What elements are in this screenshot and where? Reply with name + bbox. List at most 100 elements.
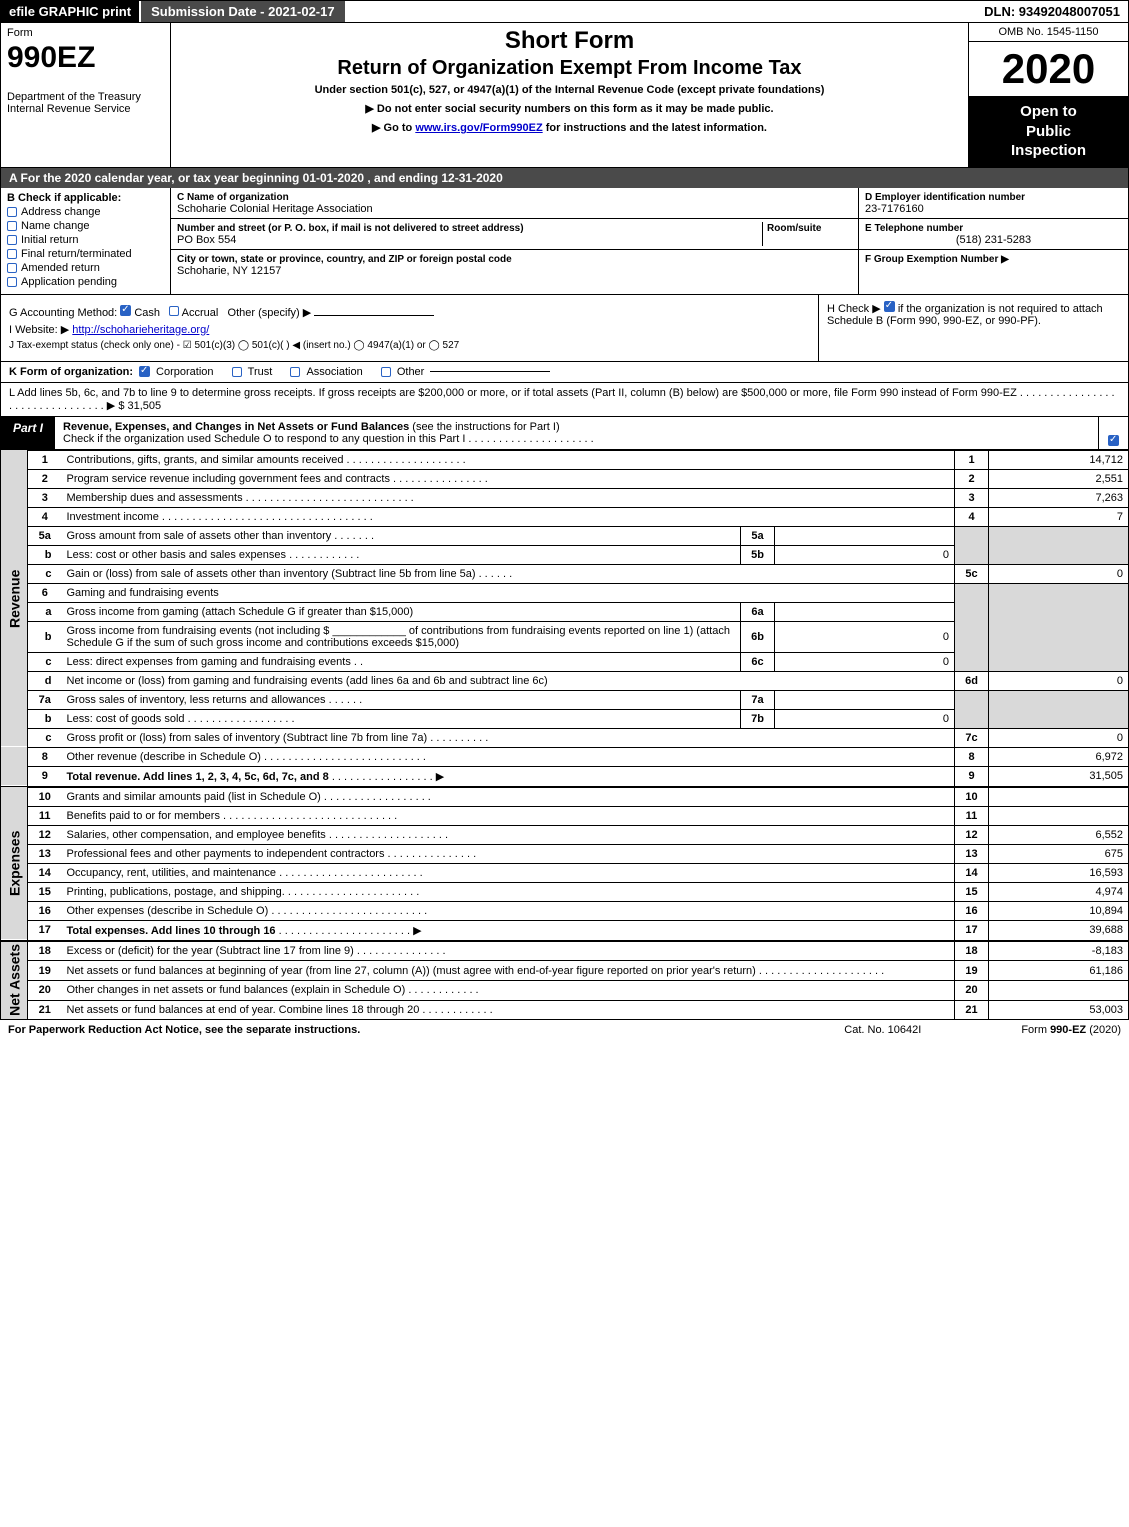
footer: For Paperwork Reduction Act Notice, see …: [0, 1020, 1129, 1040]
open-line1: Open to: [1020, 103, 1077, 120]
line-7ab-rval-shade: [989, 690, 1129, 728]
line-4-num: 4: [28, 507, 62, 526]
line-3-value: 7,263: [989, 488, 1129, 507]
revenue-table: Revenue 1 Contributions, gifts, grants, …: [0, 450, 1129, 787]
line-7a-num: 7a: [28, 690, 62, 709]
main-title: Return of Organization Exempt From Incom…: [179, 57, 960, 80]
efile-print-label[interactable]: efile GRAPHIC print: [1, 1, 139, 22]
line-13-value: 675: [989, 844, 1129, 863]
part-i-checkbox[interactable]: [1098, 417, 1128, 449]
goto-post: for instructions and the latest informat…: [543, 122, 767, 134]
line-3-desc: Membership dues and assessments: [67, 492, 243, 504]
checkbox-icon: [169, 306, 179, 316]
checkbox-checked-icon: [1108, 435, 1119, 446]
other-label: Other (specify) ▶: [228, 307, 312, 319]
line-k: K Form of organization: Corporation Trus…: [0, 362, 1129, 383]
line-7c-num: c: [28, 728, 62, 747]
line-6b-num: b: [28, 621, 62, 652]
line-16-rnum: 16: [955, 901, 989, 920]
goto-note: ▶ Go to www.irs.gov/Form990EZ for instru…: [179, 121, 960, 134]
line-9-num: 9: [28, 766, 62, 786]
line-15-num: 15: [28, 882, 62, 901]
tax-year: 2020: [969, 42, 1128, 96]
line-5c-desc: Gain or (loss) from sale of assets other…: [67, 568, 476, 580]
line-18-num: 18: [28, 941, 62, 961]
line-7a-sn: 7a: [741, 690, 775, 709]
line-13-num: 13: [28, 844, 62, 863]
line-18-desc: Excess or (deficit) for the year (Subtra…: [67, 945, 354, 957]
line-2-num: 2: [28, 469, 62, 488]
form-number: 990EZ: [7, 43, 164, 73]
line-6c-desc: Less: direct expenses from gaming and fu…: [67, 656, 351, 668]
other-org-field: [430, 371, 550, 372]
line-5a-desc: Gross amount from sale of assets other t…: [67, 530, 332, 542]
line-8-num: 8: [28, 747, 62, 766]
line-10-num: 10: [28, 787, 62, 806]
line-18-rnum: 18: [955, 941, 989, 961]
line-5a-sv: [775, 526, 955, 545]
checkbox-icon: [7, 221, 17, 231]
part-i-sub: (see the instructions for Part I): [412, 421, 559, 433]
info-block: B Check if applicable: Address change Na…: [0, 188, 1129, 295]
gh-left: G Accounting Method: Cash Accrual Other …: [1, 295, 818, 361]
line-6b-desc: Gross income from fundraising events (no…: [62, 621, 741, 652]
line-6-desc: Gaming and fundraising events: [62, 583, 955, 602]
line-6c-sn: 6c: [741, 652, 775, 671]
line-h-pre: H Check ▶: [827, 303, 881, 315]
line-8-rnum: 8: [955, 747, 989, 766]
part-i-text: Revenue, Expenses, and Changes in Net As…: [55, 417, 1098, 449]
line-20-num: 20: [28, 980, 62, 1000]
line-1-rnum: 1: [955, 450, 989, 469]
chk-address-change[interactable]: Address change: [7, 206, 164, 218]
phone-label: E Telephone number: [865, 223, 963, 234]
line-11-rnum: 11: [955, 806, 989, 825]
website-link[interactable]: http://schoharieheritage.org/: [72, 324, 209, 336]
footer-mid: Cat. No. 10642I: [844, 1024, 921, 1036]
box-c: C Name of organization Schoharie Colonia…: [171, 188, 858, 294]
line-2-value: 2,551: [989, 469, 1129, 488]
line-6-rval-shade: [989, 583, 1129, 671]
line-1-desc: Contributions, gifts, grants, and simila…: [67, 454, 344, 466]
submission-date: Submission Date - 2021-02-17: [139, 1, 347, 22]
phone-value: (518) 231-5283: [865, 234, 1122, 246]
line-7c-value: 0: [989, 728, 1129, 747]
tax-year-bar: A For the 2020 calendar year, or tax yea…: [0, 168, 1129, 188]
footer-right: Form 990-EZ (2020): [1021, 1024, 1121, 1036]
box-b: B Check if applicable: Address change Na…: [1, 188, 171, 294]
line-2-desc: Program service revenue including govern…: [67, 473, 390, 485]
chk-amended-return[interactable]: Amended return: [7, 262, 164, 274]
gh-block: G Accounting Method: Cash Accrual Other …: [0, 295, 1129, 362]
chk-application-pending[interactable]: Application pending: [7, 276, 164, 288]
room-label: Room/suite: [767, 223, 821, 234]
line-g: G Accounting Method: Cash Accrual Other …: [9, 305, 810, 319]
irs-link[interactable]: www.irs.gov/Form990EZ: [415, 122, 542, 134]
line-12-desc: Salaries, other compensation, and employ…: [67, 829, 326, 841]
line-15-desc: Printing, publications, postage, and shi…: [67, 886, 285, 898]
line-17-desc: Total expenses. Add lines 10 through 16: [67, 925, 276, 937]
line-6c-sv: 0: [775, 652, 955, 671]
expenses-table: Expenses 10 Grants and similar amounts p…: [0, 787, 1129, 941]
chk-name-change[interactable]: Name change: [7, 220, 164, 232]
line-6a-num: a: [28, 602, 62, 621]
checkbox-icon: [7, 263, 17, 273]
cash-label: Cash: [134, 307, 160, 319]
chk-initial-return[interactable]: Initial return: [7, 234, 164, 246]
ein-value: 23-7176160: [865, 203, 924, 215]
line-5b-sv: 0: [775, 545, 955, 564]
chk-final-return[interactable]: Final return/terminated: [7, 248, 164, 260]
line-20-value: [989, 980, 1129, 1000]
netassets-side-label: Net Assets: [1, 941, 28, 1020]
line-5ab-rnum-shade: [955, 526, 989, 564]
line-1-value: 14,712: [989, 450, 1129, 469]
line-21-value: 53,003: [989, 1000, 1129, 1020]
line-7c-desc: Gross profit or (loss) from sales of inv…: [67, 732, 428, 744]
line-4-value: 7: [989, 507, 1129, 526]
header-left: Form 990EZ Department of the Treasury In…: [1, 23, 171, 167]
line-16-desc: Other expenses (describe in Schedule O): [67, 905, 269, 917]
line-17-value: 39,688: [989, 920, 1129, 940]
line-h: H Check ▶ if the organization is not req…: [818, 295, 1128, 361]
open-line3: Inspection: [1011, 142, 1086, 159]
city: Schoharie, NY 12157: [177, 265, 281, 277]
checkbox-icon: [7, 249, 17, 259]
line-7b-num: b: [28, 709, 62, 728]
